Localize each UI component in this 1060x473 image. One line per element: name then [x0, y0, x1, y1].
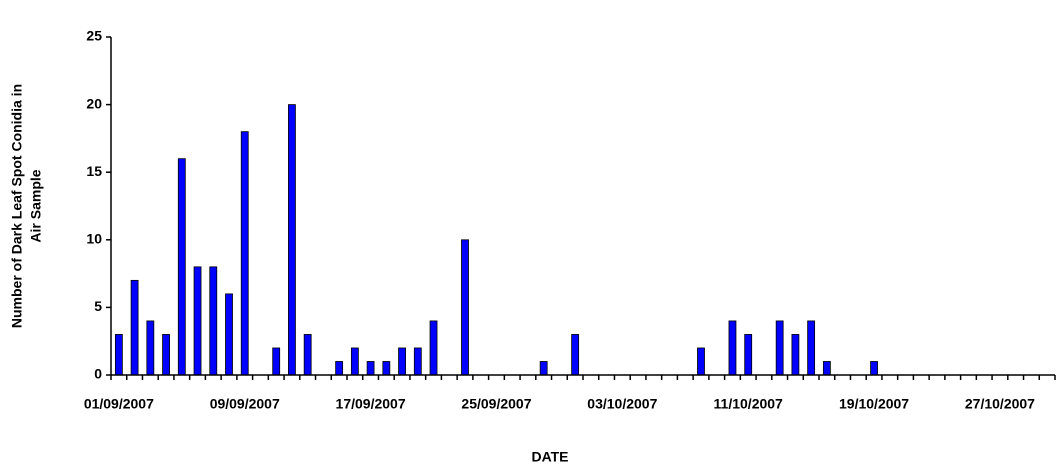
- bar: [209, 266, 218, 376]
- y-tick-label: 10: [86, 231, 102, 247]
- y-tick-label: 15: [86, 163, 102, 179]
- x-tick-label: 17/09/2007: [336, 396, 406, 412]
- x-tick-label: 09/09/2007: [210, 396, 280, 412]
- y-tick-label: 5: [94, 298, 102, 314]
- bar: [114, 334, 123, 376]
- x-tick-label: 19/10/2007: [839, 396, 909, 412]
- bar: [335, 361, 344, 376]
- bar: [382, 361, 391, 376]
- y-tick-label: 20: [86, 95, 102, 111]
- bar: [539, 361, 548, 376]
- bar: [177, 158, 186, 376]
- bar: [146, 320, 155, 376]
- y-tick-label: 25: [86, 28, 102, 44]
- x-tick-label: 11/10/2007: [714, 396, 784, 412]
- y-tick-label: 0: [94, 366, 102, 382]
- x-tick-label: 01/09/2007: [84, 396, 154, 412]
- bar: [303, 334, 312, 376]
- bar: [240, 131, 249, 376]
- bar: [870, 361, 878, 376]
- bar: [225, 293, 233, 376]
- bar: [366, 361, 375, 376]
- bar: [697, 347, 705, 376]
- bar: [461, 239, 469, 376]
- x-tick-label: 27/10/2007: [965, 396, 1035, 412]
- bar: [350, 347, 359, 376]
- y-axis-label-line: Air Sample: [28, 169, 44, 242]
- bar: [398, 347, 406, 376]
- bar: [807, 320, 816, 376]
- bar: [130, 279, 139, 376]
- y-axis-label-line: Number of Dark Leaf Spot Conidia in: [9, 84, 25, 328]
- x-axis-label: DATE: [531, 449, 568, 465]
- x-tick-label: 03/10/2007: [587, 396, 657, 412]
- x-tick-label: 25/09/2007: [461, 396, 531, 412]
- bar: [288, 104, 296, 376]
- bar: [413, 347, 422, 376]
- bar: [429, 320, 438, 376]
- bar: [822, 361, 831, 376]
- bar: [728, 320, 737, 376]
- bar: [744, 334, 753, 376]
- bar: [791, 334, 800, 376]
- y-axis-label: Number of Dark Leaf Spot Conidia in Air …: [9, 84, 44, 328]
- bar: [571, 334, 580, 376]
- bar: [775, 320, 784, 376]
- bar: [272, 347, 281, 376]
- bar: [193, 266, 202, 376]
- bar: [162, 334, 170, 376]
